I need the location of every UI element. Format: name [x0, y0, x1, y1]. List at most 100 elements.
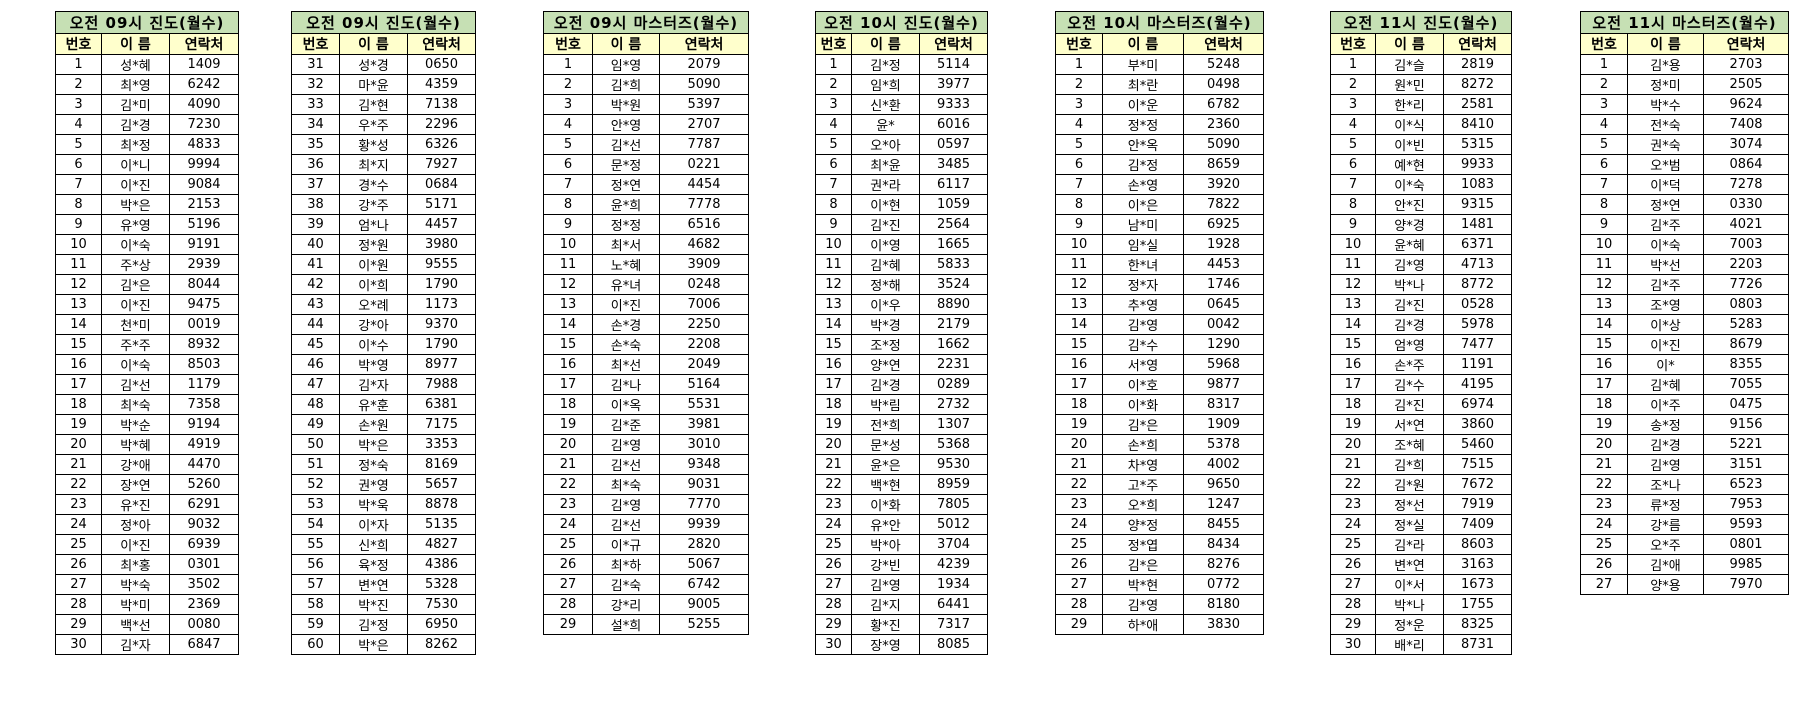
table-row: 25 정*엽 8434	[1055, 534, 1265, 555]
row-number: 28	[543, 594, 593, 615]
member-name: 이*원	[339, 254, 408, 275]
table-row: 14 손*경 2250	[543, 314, 750, 335]
contact-number: 2581	[1442, 94, 1513, 115]
table-title: 오전 10시 진도(월수)	[814, 11, 989, 34]
contact-number: 3151	[1702, 454, 1790, 475]
row-number: 28	[1055, 594, 1103, 615]
contact-number: 8044	[168, 274, 240, 295]
member-name: 권*라	[851, 174, 920, 195]
row-number: 11	[1330, 254, 1376, 275]
member-name: 남*미	[1102, 214, 1184, 235]
member-name: 김*현	[339, 94, 408, 115]
contact-number: 9191	[168, 234, 240, 255]
table-row: 19 김*준 3981	[543, 414, 750, 435]
contact-number: 8772	[1442, 274, 1513, 295]
member-name: 백*현	[851, 474, 920, 495]
row-number: 23	[55, 494, 102, 515]
table-row: 55 신*희 4827	[291, 534, 477, 555]
row-number: 28	[1330, 594, 1376, 615]
row-number: 12	[1330, 274, 1376, 295]
contact-number: 8276	[1182, 554, 1265, 575]
contact-number: 9031	[658, 474, 750, 495]
member-name: 이*옥	[592, 394, 660, 415]
member-name: 마*윤	[339, 74, 408, 95]
contact-number: 9005	[658, 594, 750, 615]
member-name: 황*진	[851, 614, 920, 635]
table-row: 26 김*애 9985	[1580, 554, 1790, 575]
contact-number: 8355	[1702, 354, 1790, 375]
member-name: 이*상	[1627, 314, 1704, 335]
table-row: 29 정*운 8325	[1330, 614, 1513, 635]
row-number: 6	[1330, 154, 1376, 175]
contact-number: 0772	[1182, 574, 1265, 595]
table-row: 19 전*희 1307	[815, 414, 989, 435]
row-number: 19	[1055, 414, 1103, 435]
member-name: 최*정	[101, 134, 170, 155]
member-name: 박*순	[101, 414, 170, 435]
table-row: 21 차*영 4002	[1055, 454, 1265, 475]
member-name: 정*엽	[1102, 534, 1184, 555]
member-name: 이*은	[1102, 194, 1184, 215]
table-row: 28 김*영 8180	[1055, 594, 1265, 615]
row-number: 3	[1330, 94, 1376, 115]
table-row: 28 강*리 9005	[543, 594, 750, 615]
member-name: 김*영	[592, 494, 660, 515]
table-row: 11 김*영 4713	[1330, 254, 1513, 275]
title-row: 오전 09시 마스터즈(월수)	[542, 11, 750, 34]
table-row: 2 김*희 5090	[543, 74, 750, 95]
table-row: 1 임*영 2079	[543, 54, 750, 75]
row-number: 15	[1330, 334, 1376, 355]
member-name: 이*운	[1102, 94, 1184, 115]
table-row: 8 박*은 2153	[55, 194, 240, 215]
table-row: 10 이*영 1665	[815, 234, 989, 255]
contact-number: 2703	[1702, 54, 1790, 75]
member-name: 김*선	[592, 134, 660, 155]
row-number: 6	[1580, 154, 1628, 175]
row-number: 16	[55, 354, 102, 375]
member-name: 이*진	[101, 534, 170, 555]
member-name: 정*해	[851, 274, 920, 295]
table-row: 8 윤*희 7778	[543, 194, 750, 215]
member-name: 손*주	[1375, 354, 1444, 375]
table-row: 16 손*주 1191	[1330, 354, 1513, 375]
row-number: 6	[543, 154, 593, 175]
contact-number: 6950	[406, 614, 477, 635]
row-number: 1	[1055, 54, 1103, 75]
table-row: 20 김*경 5221	[1580, 434, 1790, 455]
member-name: 신*환	[851, 94, 920, 115]
contact-number: 1755	[1442, 594, 1513, 615]
number-header: 번호	[55, 33, 102, 55]
contact-number: 2820	[658, 534, 750, 555]
row-number: 2	[1055, 74, 1103, 95]
member-name: 이*자	[339, 514, 408, 535]
member-name: 김*혜	[851, 254, 920, 275]
table-row: 40 정*원 3980	[291, 234, 477, 255]
member-name: 김*희	[1375, 454, 1444, 475]
contact-number: 9985	[1702, 554, 1790, 575]
contact-number: 1790	[406, 334, 477, 355]
contact-number: 0301	[168, 554, 240, 575]
member-name: 정*정	[592, 214, 660, 235]
number-header: 번호	[1580, 33, 1628, 55]
contact-number: 9315	[1442, 194, 1513, 215]
table-row: 31 성*경 0650	[291, 54, 477, 75]
contact-number: 5012	[918, 514, 989, 535]
contact-number: 9333	[918, 94, 989, 115]
header-row: 번호 이 름 연락처	[1330, 33, 1513, 55]
table-row: 52 권*영 5657	[291, 474, 477, 495]
table-row: 11 박*선 2203	[1580, 254, 1790, 275]
contact-number: 0042	[1182, 314, 1265, 335]
contact-number: 9994	[168, 154, 240, 175]
row-number: 4	[55, 114, 102, 135]
contact-number: 5328	[406, 574, 477, 595]
row-number: 29	[1055, 614, 1103, 635]
row-number: 13	[1330, 294, 1376, 315]
row-number: 25	[543, 534, 593, 555]
table-row: 15 엄*영 7477	[1330, 334, 1513, 355]
member-name: 윤*혜	[1375, 234, 1444, 255]
row-number: 10	[815, 234, 852, 255]
contact-number: 9032	[168, 514, 240, 535]
table-row: 7 권*라 6117	[815, 174, 989, 195]
contact-number: 8932	[168, 334, 240, 355]
contact-number: 5978	[1442, 314, 1513, 335]
